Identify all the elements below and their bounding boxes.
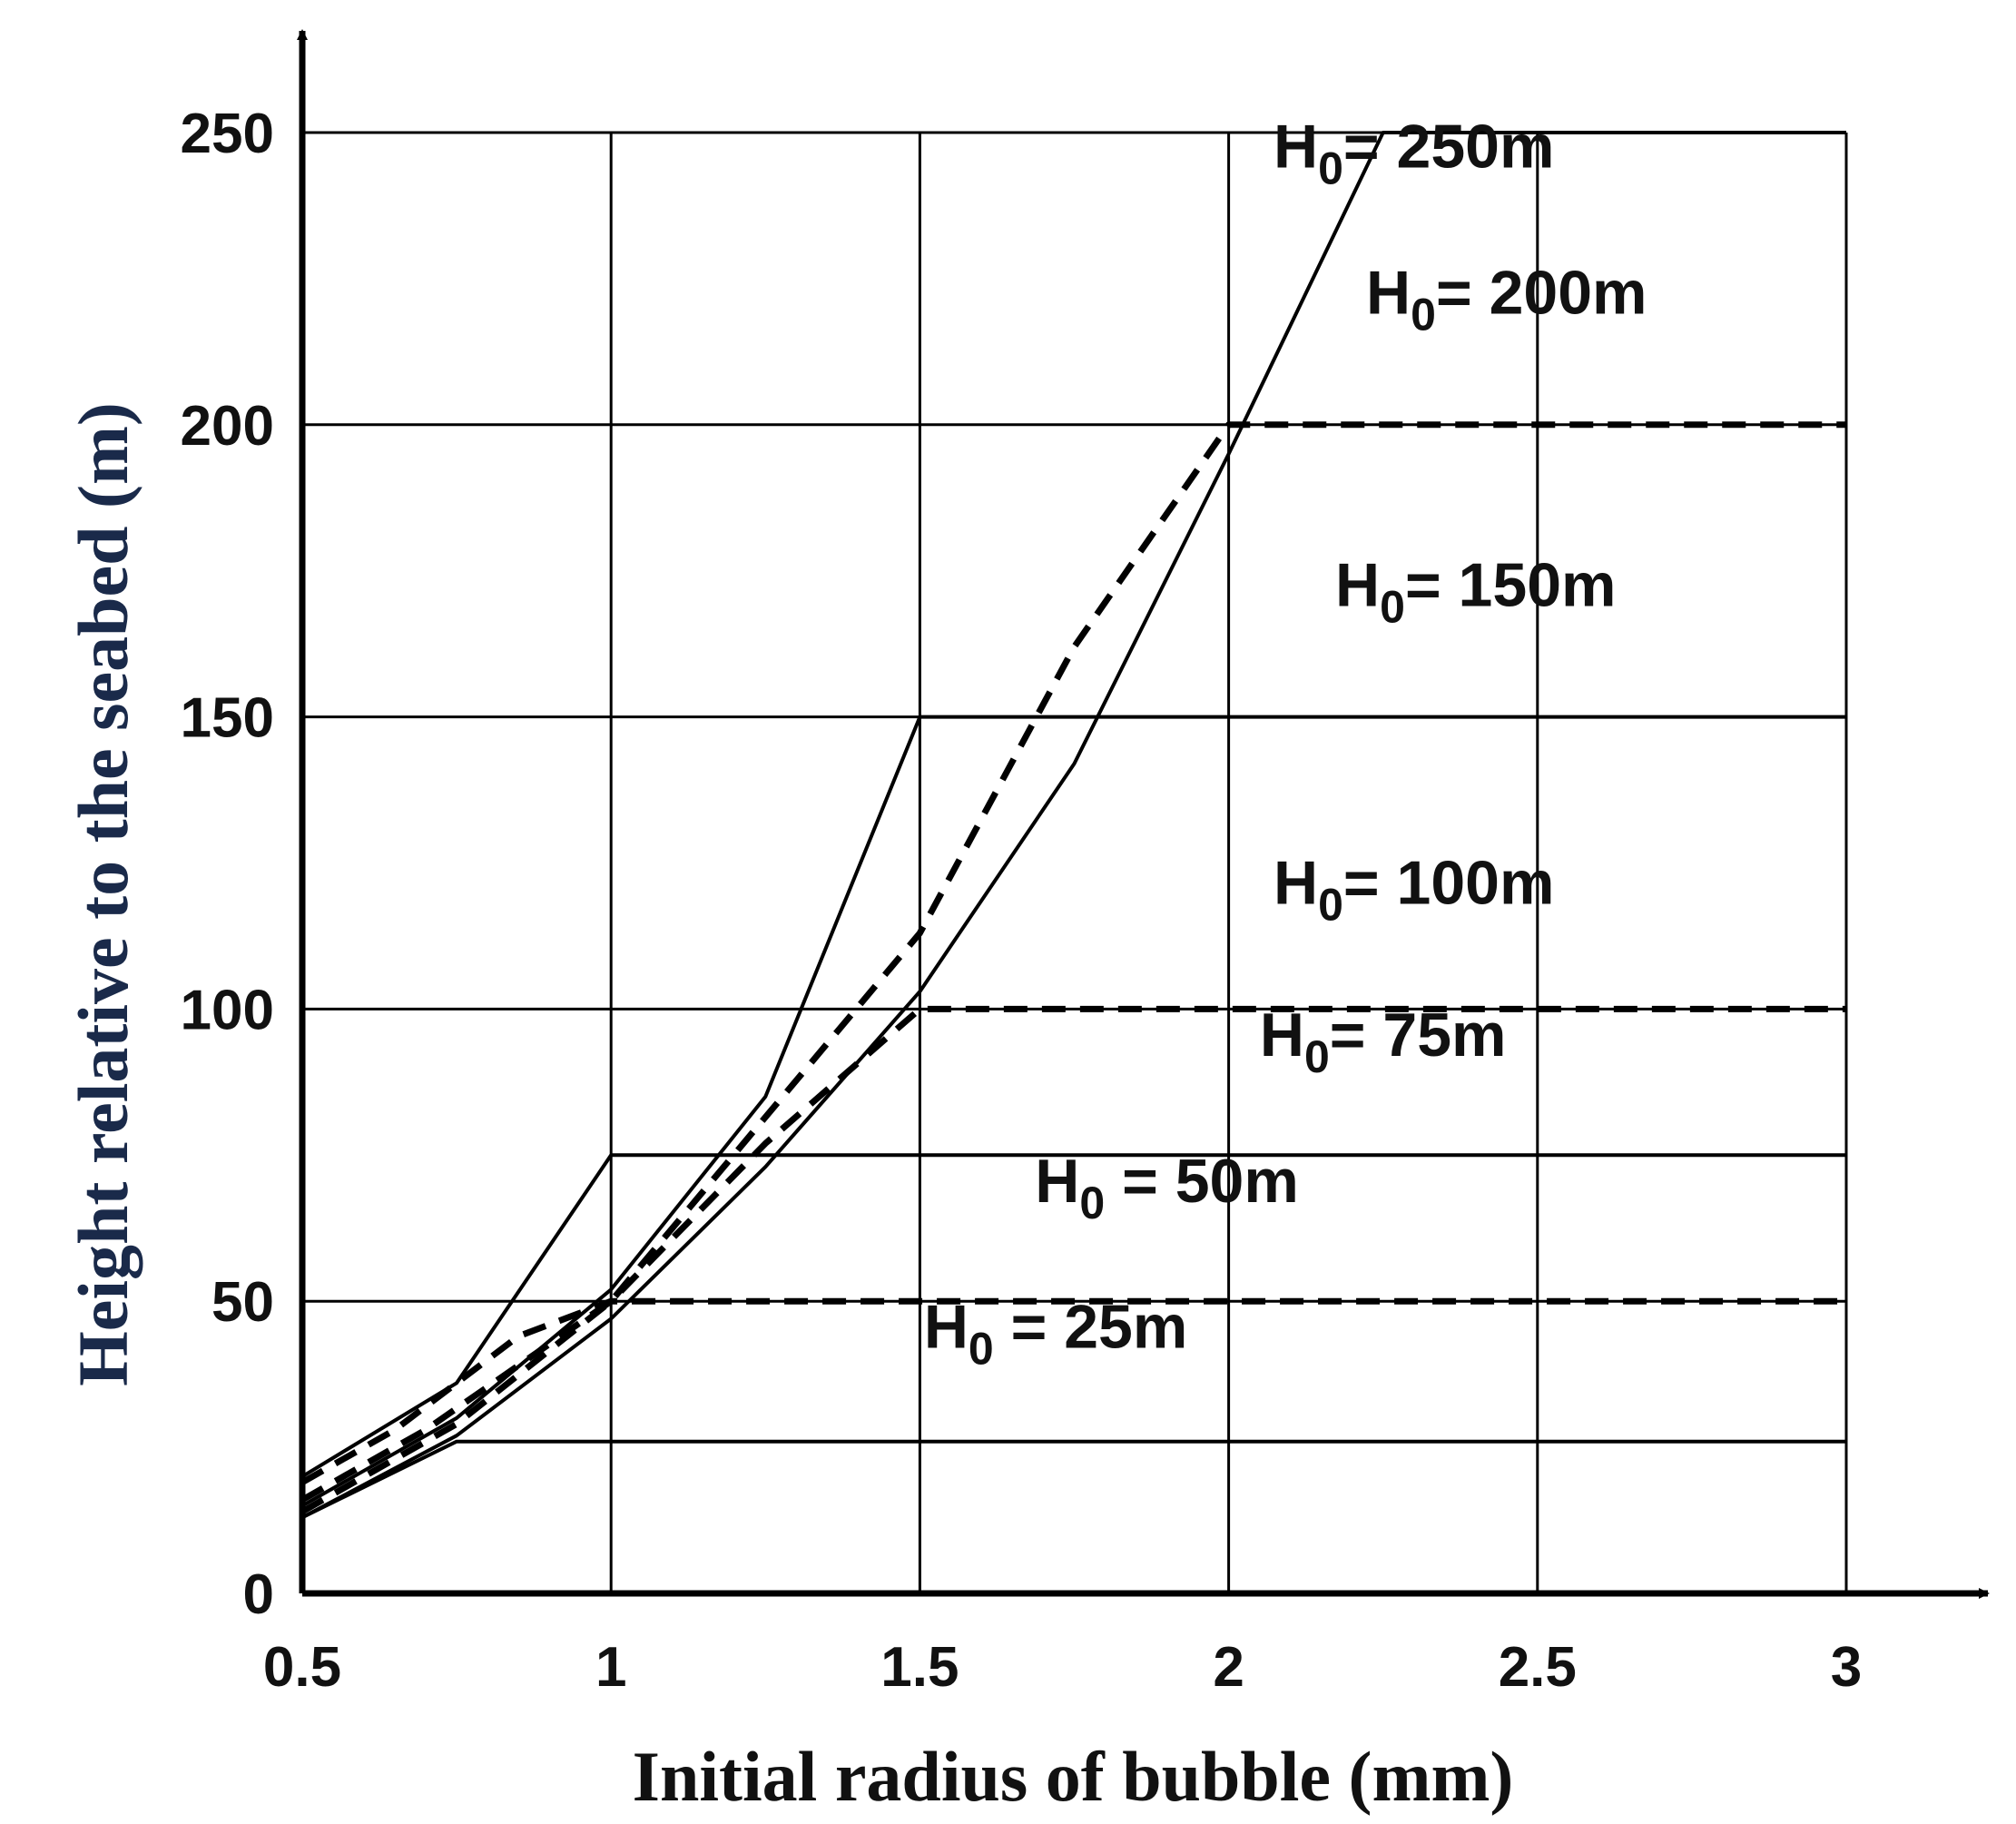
x-tick-label: 1.5: [880, 1636, 959, 1699]
series-annotation: H0 = 25m: [924, 1293, 1188, 1375]
grid: [302, 131, 1848, 1593]
series-annotation: H0= 100m: [1274, 849, 1554, 931]
y-tick-label: 150: [181, 687, 274, 750]
series-line-h0-25m: [301, 1439, 1846, 1520]
annotations: H0= 250m H0= 200m H0= 150m H0= 100m H0= 75m H…: [924, 113, 1647, 1375]
y-tick-label: 250: [181, 103, 274, 165]
series-line-h0-100m: [300, 1005, 1846, 1504]
y-tick-label: 50: [211, 1271, 274, 1334]
y-tick-label: 200: [181, 395, 274, 458]
series-annotation: H0= 250m: [1274, 113, 1554, 194]
tick-labels: 0.5 1 1.5 2 2.5 3 0 50 100 150 200 250: [181, 103, 1863, 1699]
axes: [297, 29, 1990, 1599]
y-axis-title: Height relative to the seabed (m): [64, 402, 143, 1386]
y-tick-label: 100: [181, 979, 274, 1041]
series-group: [300, 131, 1846, 1520]
x-tick-label: 2.5: [1499, 1636, 1577, 1699]
series-annotation: H0 = 50m: [1035, 1147, 1299, 1228]
series-line-h0-200m: [300, 421, 1846, 1514]
series-line-h0-75m: [300, 1153, 1846, 1479]
x-axis-title: Initial radius of bubble (mm): [633, 1737, 1514, 1816]
series-annotation: H0= 150m: [1335, 550, 1616, 632]
series-annotation: H0= 75m: [1260, 1001, 1507, 1082]
series-line-h0-50m: [300, 1297, 1846, 1485]
series-line-h0-150m: [301, 715, 1846, 1508]
y-tick-label: 0: [243, 1563, 274, 1626]
x-tick-label: 0.5: [263, 1636, 341, 1699]
x-tick-label: 3: [1831, 1636, 1862, 1699]
x-tick-label: 2: [1213, 1636, 1244, 1699]
x-tick-label: 1: [595, 1636, 626, 1699]
series-line-h0-250m: [301, 131, 1846, 1520]
series-annotation: H0= 200m: [1366, 259, 1647, 340]
